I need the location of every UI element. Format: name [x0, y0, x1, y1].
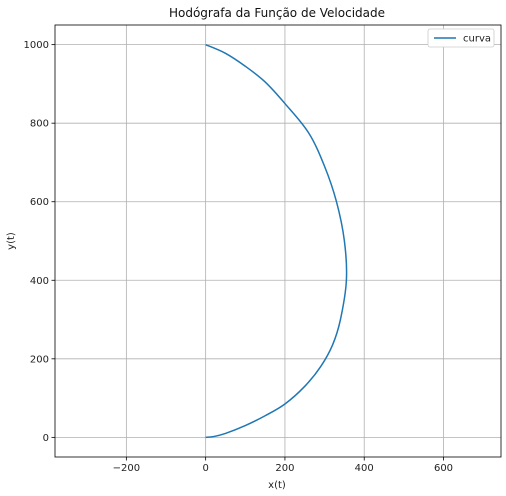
x-tick-label: −200 [113, 463, 140, 474]
x-axis-label: x(t) [268, 480, 286, 491]
y-tick-label: 200 [30, 354, 49, 365]
y-tick-label: 600 [30, 197, 49, 208]
chart-title: Hodógrafa da Função de Velocidade [169, 6, 385, 20]
y-axis-ticks: 0 200 400 600 800 1000 [24, 40, 55, 444]
y-tick-label: 400 [30, 276, 49, 287]
y-tick-label: 0 [43, 433, 49, 444]
x-tick-label: 400 [355, 463, 374, 474]
legend-box [427, 28, 495, 48]
y-axis-label: y(t) [6, 232, 17, 250]
legend-label-curva: curva [463, 34, 491, 45]
grid-lines [55, 25, 501, 457]
y-tick-label: 1000 [24, 40, 49, 51]
series-layer [205, 43, 348, 439]
series-line-curva [205, 43, 348, 439]
x-tick-label: 0 [202, 463, 208, 474]
x-tick-label: 200 [275, 463, 294, 474]
legend: curva [427, 28, 495, 48]
y-tick-label: 800 [30, 119, 49, 130]
x-axis-ticks: −200 0 200 400 600 [113, 457, 453, 474]
plot-frame [54, 24, 502, 458]
x-tick-label: 600 [434, 463, 453, 474]
